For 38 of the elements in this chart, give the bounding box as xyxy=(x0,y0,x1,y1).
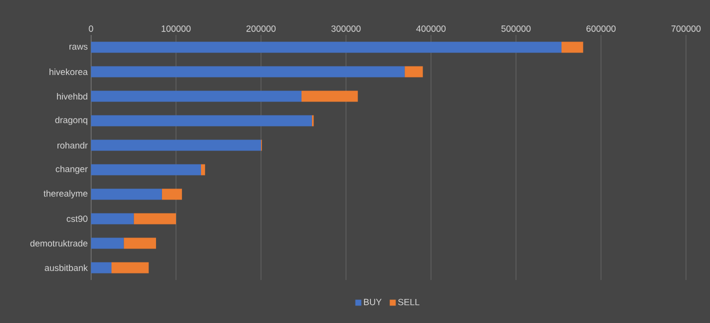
y-tick-label: therealyme xyxy=(44,190,88,198)
bar xyxy=(91,115,312,126)
y-tick-label: rohandr xyxy=(58,142,88,149)
bar xyxy=(91,213,134,224)
bar xyxy=(91,66,405,78)
y-tick-label: ausbitbank xyxy=(44,264,88,272)
bar xyxy=(91,140,261,151)
y-tick-label: changer xyxy=(56,166,88,174)
legend-label: BUY xyxy=(364,298,382,306)
y-tick-label: dragonq xyxy=(55,116,88,125)
bar xyxy=(561,42,584,53)
y-tick-label: hivekorea xyxy=(50,68,88,76)
y-tick-label: demotruktrade xyxy=(30,240,88,247)
bar xyxy=(91,238,124,249)
legend-label: SELL xyxy=(398,298,420,306)
x-tick-label: 300000 xyxy=(331,25,361,32)
x-tick-label: 100000 xyxy=(162,25,191,32)
y-tick-label: raws xyxy=(69,44,88,50)
bar xyxy=(91,262,112,274)
bar xyxy=(111,262,149,274)
x-tick-label: 400000 xyxy=(416,25,446,32)
bar xyxy=(134,213,176,224)
x-tick-label: 600000 xyxy=(586,25,616,32)
bar xyxy=(200,164,206,176)
bar xyxy=(162,188,182,200)
y-tick-label: hivehbd xyxy=(57,92,88,100)
bar xyxy=(404,66,423,78)
bar xyxy=(301,90,358,102)
y-tick-label: cst90 xyxy=(66,216,88,222)
x-tick-label: 700000 xyxy=(671,25,701,32)
bar xyxy=(91,42,562,53)
x-tick-label: 200000 xyxy=(246,25,276,32)
bar xyxy=(124,238,156,249)
bar xyxy=(91,188,162,200)
x-tick-label: 500000 xyxy=(501,25,531,32)
x-tick-label: 0 xyxy=(88,25,94,32)
bar xyxy=(91,164,201,176)
bar xyxy=(91,90,302,102)
